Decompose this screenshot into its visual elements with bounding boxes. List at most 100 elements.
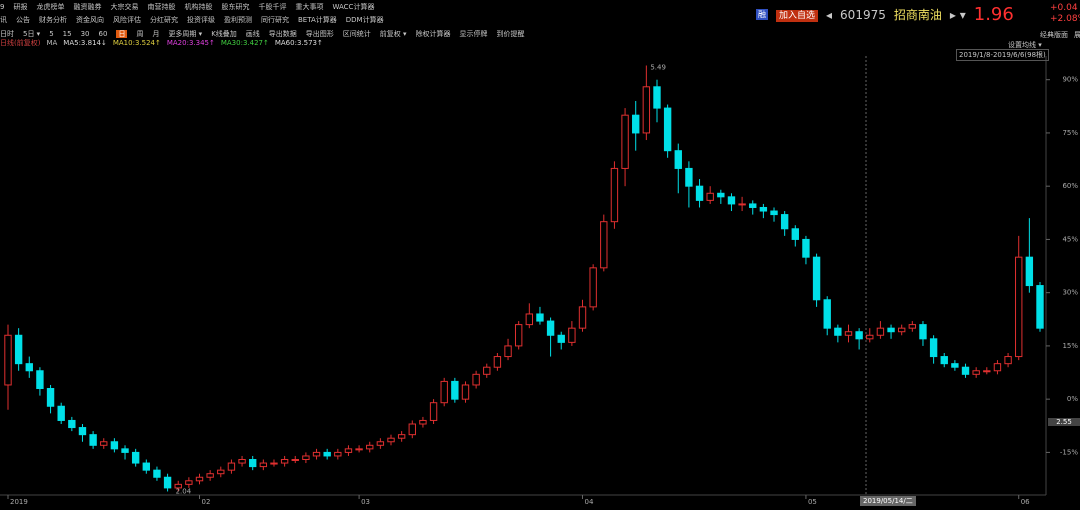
toolbar-item[interactable]: 9 bbox=[0, 3, 5, 11]
toolbar-item[interactable]: 千股千评 bbox=[258, 3, 287, 11]
toolbar-item[interactable]: 60 bbox=[98, 30, 108, 38]
next[interactable]: ▸ ▾ bbox=[949, 7, 966, 22]
candle-body bbox=[397, 434, 406, 439]
candle-body bbox=[961, 366, 970, 375]
candle-body bbox=[600, 221, 608, 269]
link[interactable]: 经典版面 bbox=[1040, 31, 1068, 39]
candle-body bbox=[68, 419, 76, 429]
toolbar-item[interactable]: 日 bbox=[116, 30, 128, 38]
candle-body bbox=[706, 192, 714, 201]
toolbar-item[interactable]: BETA计算器 bbox=[298, 16, 337, 24]
toolbar-item[interactable]: 龙虎榜单 bbox=[36, 3, 65, 11]
toolbar-item[interactable]: 重大事项 bbox=[295, 3, 324, 11]
candle-body bbox=[249, 459, 257, 468]
candle-body bbox=[185, 480, 193, 485]
toolbar-item[interactable]: 日时 bbox=[0, 30, 14, 38]
y-tick-label: 15% bbox=[1062, 342, 1078, 350]
candle-body bbox=[951, 363, 959, 368]
toolbar-item[interactable]: 前复权 ▾ bbox=[379, 30, 407, 38]
toolbar-item[interactable]: 大宗交易 bbox=[110, 3, 139, 11]
toolbar-item[interactable]: 股东研究 bbox=[221, 3, 250, 11]
candle-body bbox=[163, 476, 172, 489]
candle-body bbox=[4, 334, 12, 386]
toolbar-item[interactable]: 导出图形 bbox=[305, 30, 334, 38]
candle-body bbox=[280, 459, 289, 464]
toolbar-item[interactable]: 5 bbox=[49, 30, 54, 38]
candle-body bbox=[802, 238, 810, 258]
toolbar-item[interactable]: 同行研究 bbox=[261, 16, 289, 24]
candle-body bbox=[770, 210, 778, 216]
candle-body bbox=[46, 388, 55, 407]
toolbar-item[interactable]: DDM计算器 bbox=[345, 16, 384, 24]
candle-body bbox=[100, 441, 108, 446]
x-tick-label: 2019 bbox=[10, 498, 28, 506]
candle-body bbox=[131, 451, 140, 464]
candle-body bbox=[153, 469, 161, 478]
toolbar-item[interactable]: 到价提醒 bbox=[496, 30, 525, 38]
toolbar-item[interactable]: 月 bbox=[152, 30, 160, 38]
candle-body bbox=[238, 459, 246, 464]
candle-body bbox=[908, 324, 917, 329]
toolbar-item[interactable]: 南营持股 bbox=[147, 3, 176, 11]
toolbar-item[interactable]: K线叠加 bbox=[211, 30, 237, 38]
x-tick-label: 02 bbox=[202, 498, 211, 506]
toolbar-item[interactable]: 机构持股 bbox=[184, 3, 213, 11]
candle-body bbox=[1004, 356, 1012, 365]
candle-body bbox=[259, 462, 268, 468]
prev[interactable]: ◂ bbox=[826, 7, 833, 22]
candle-body bbox=[695, 185, 704, 201]
toolbar-item[interactable]: 资金风向 bbox=[76, 16, 104, 24]
badge[interactable]: 融 bbox=[756, 9, 768, 20]
link[interactable]: 展开 bbox=[1074, 31, 1080, 39]
toolbar-item[interactable]: 公告 bbox=[16, 16, 30, 24]
links: 经典版面展开 bbox=[1040, 30, 1080, 40]
ma-legend-item: MA10:3.524↑ bbox=[112, 39, 161, 47]
toolbar-item[interactable]: 显示停牌 bbox=[459, 30, 488, 38]
toolbar-item[interactable]: 风险评估 bbox=[113, 16, 141, 24]
candle-body bbox=[89, 434, 97, 446]
candle-body bbox=[812, 256, 821, 301]
toolbar-item[interactable]: 更多周期 ▾ bbox=[168, 30, 203, 38]
toolbar-item[interactable]: 区间统计 bbox=[342, 30, 371, 38]
candle-body bbox=[919, 324, 927, 340]
change-pct: +2.08% bbox=[1050, 14, 1080, 24]
toolbar-item[interactable]: 讯 bbox=[0, 16, 7, 24]
toolbar-item[interactable]: 除权计算器 bbox=[415, 30, 451, 38]
candle-body bbox=[366, 444, 374, 450]
candle-body bbox=[663, 107, 672, 152]
candle-body bbox=[855, 331, 863, 340]
candle-body bbox=[323, 451, 331, 457]
candle-body bbox=[642, 86, 651, 134]
toolbar-item[interactable]: 15 bbox=[62, 30, 72, 38]
candle-body bbox=[344, 448, 353, 453]
x-tick-label: 03 bbox=[361, 498, 370, 506]
toolbar-item[interactable]: 分红研究 bbox=[150, 16, 178, 24]
cursor-date: 2019/05/14/二 bbox=[860, 496, 916, 506]
toolbar-item[interactable]: 30 bbox=[80, 30, 90, 38]
settings[interactable]: 设置均线 ▾ bbox=[1008, 41, 1042, 49]
y-tick-label: 45% bbox=[1062, 235, 1078, 243]
y-tick-label: -15% bbox=[1060, 448, 1078, 456]
toolbar-item[interactable]: 5日 ▾ bbox=[23, 30, 41, 38]
toolbar-item[interactable]: 周 bbox=[136, 30, 144, 38]
toolbar-item[interactable]: 投资评级 bbox=[187, 16, 215, 24]
candle-body bbox=[993, 363, 1002, 372]
toolbar-item[interactable]: 研报 bbox=[13, 3, 28, 11]
candle-body bbox=[983, 370, 991, 373]
y-tick-label: 30% bbox=[1062, 289, 1078, 297]
candle-body bbox=[355, 448, 363, 451]
toolbar-item[interactable]: 导出数据 bbox=[268, 30, 297, 38]
toolbar-item[interactable]: 融资融券 bbox=[73, 3, 102, 11]
add-button[interactable]: 加入自选 bbox=[776, 10, 819, 22]
candle-body bbox=[419, 419, 427, 425]
ma-legend-item: MA20:3.345↑ bbox=[166, 39, 215, 47]
toolbar-item[interactable]: 画线 bbox=[245, 30, 260, 38]
toolbar-item[interactable]: 财务分析 bbox=[39, 16, 67, 24]
change: +0.04 bbox=[1050, 3, 1078, 13]
candle-body bbox=[940, 356, 948, 365]
y-tick-label: 0% bbox=[1067, 395, 1078, 403]
ma-legend-item: MA bbox=[46, 39, 58, 47]
candle-body bbox=[291, 459, 299, 462]
toolbar-item[interactable]: 盈利预测 bbox=[224, 16, 252, 24]
toolbar-item[interactable]: WACC计算器 bbox=[332, 3, 375, 11]
